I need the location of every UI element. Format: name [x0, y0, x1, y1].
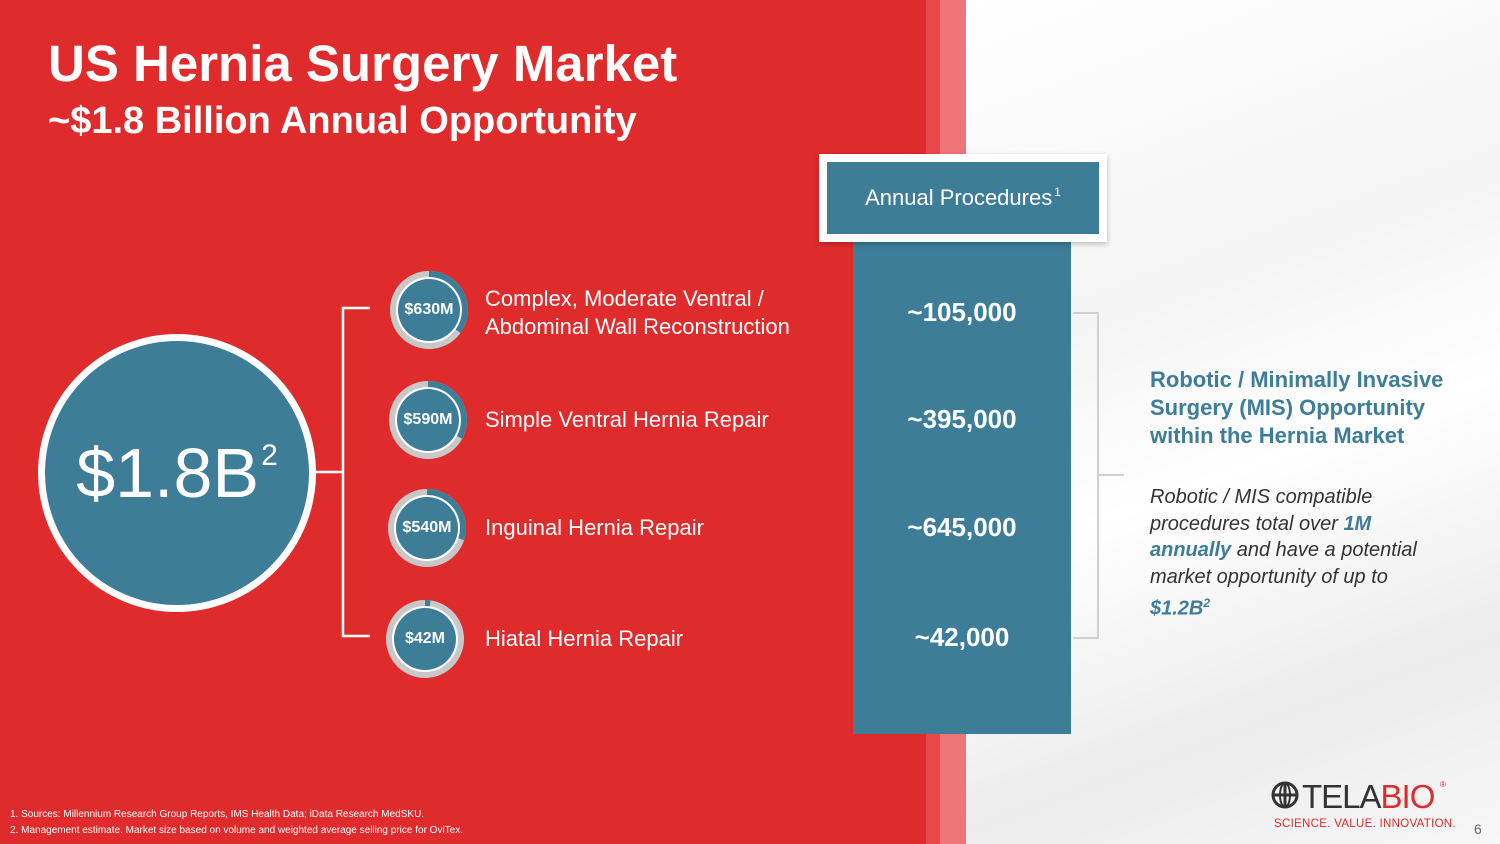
- segment-value: $540M: [402, 519, 452, 536]
- procedures-header: Annual Procedures 1: [819, 154, 1107, 242]
- procedure-count: ~105,000: [907, 297, 1017, 327]
- callout-text: and have a potential market opportunity …: [1150, 539, 1417, 588]
- segment-donut-inguinal: $540M: [384, 485, 470, 571]
- footnote-2: 2. Management estimate. Market size base…: [10, 825, 464, 836]
- segment-label-line: Complex, Moderate Ventral /: [485, 286, 764, 311]
- telabio-logo: TELABIO ® SCIENCE. VALUE. INNOVATION.: [1270, 778, 1456, 834]
- footnote-1: 1. Sources: Millennium Research Group Re…: [10, 809, 425, 820]
- procedures-header-inner: Annual Procedures 1: [827, 162, 1099, 234]
- logo-tagline: SCIENCE. VALUE. INNOVATION.: [1274, 818, 1456, 830]
- segment-donut-complex-ventral: $630M: [386, 267, 472, 353]
- segment-donut-simple-ventral: $590M: [385, 377, 471, 463]
- globe-icon: [1271, 781, 1299, 809]
- segment-label-line: Abdominal Wall Reconstruction: [485, 314, 790, 339]
- segment-donut-hiatal: $42M: [382, 596, 468, 682]
- logo-wordmark: TELABIO: [1302, 778, 1435, 815]
- segment-label-hiatal: Hiatal Hernia Repair: [485, 626, 684, 651]
- segment-label-simple-ventral: Simple Ventral Hernia Repair: [485, 407, 769, 432]
- callout-highlight: $1.2B: [1150, 597, 1204, 620]
- procedures-header-label: Annual Procedures: [865, 185, 1053, 210]
- procedure-count: ~645,000: [907, 512, 1017, 542]
- segment-value: $42M: [404, 630, 446, 647]
- callout-text: Robotic / MIS compatible procedures tota…: [1150, 486, 1373, 535]
- segment-value: $590M: [403, 411, 453, 428]
- mis-opportunity-body: Robotic / MIS compatible procedures tota…: [1150, 484, 1450, 622]
- procedure-count: ~395,000: [907, 404, 1017, 434]
- total-market-value: $1.8B2: [76, 434, 278, 512]
- segment-value: $630M: [404, 301, 454, 318]
- slide-title: US Hernia Surgery Market: [48, 35, 678, 92]
- segment-label-complex-ventral: Complex, Moderate Ventral / Abdominal Wa…: [485, 285, 790, 341]
- callout-highlight: 1M annually: [1150, 512, 1372, 562]
- procedures-column: [853, 242, 1071, 734]
- page-number: 6: [1474, 821, 1482, 837]
- segment-label-inguinal: Inguinal Hernia Repair: [485, 515, 704, 540]
- mis-opportunity-heading: Robotic / Minimally Invasive Surgery (MI…: [1150, 367, 1444, 448]
- logo-registered-mark: ®: [1440, 780, 1446, 789]
- procedure-count: ~42,000: [914, 622, 1010, 652]
- procedures-footnote-ref: 1: [1054, 185, 1061, 199]
- callout-footnote-ref: 2: [1203, 596, 1211, 610]
- total-market-circle: $1.8B2: [38, 334, 316, 612]
- slide-subtitle: ~$1.8 Billion Annual Opportunity: [48, 100, 637, 142]
- total-footnote-ref: 2: [261, 439, 278, 472]
